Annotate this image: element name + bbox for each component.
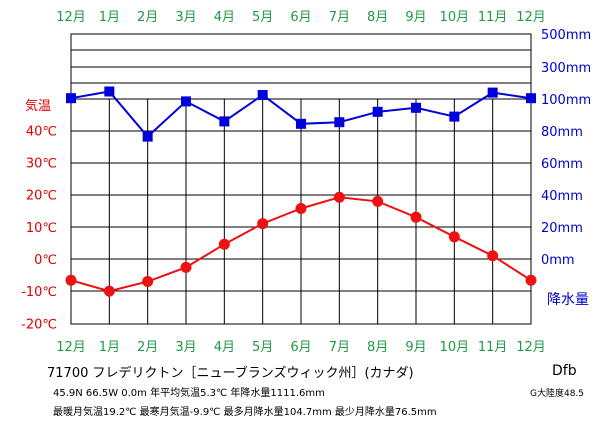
temp-axis-title: 気温 <box>25 98 51 114</box>
precip-tick-label: 60mm <box>541 157 583 172</box>
precipitation-point <box>449 111 460 122</box>
month-label-top: 1月 <box>99 10 120 25</box>
precip-tick-label: 40mm <box>541 189 583 204</box>
month-label-bottom: 6月 <box>290 340 311 355</box>
temperature-point <box>525 274 537 286</box>
precipitation-point <box>142 131 153 142</box>
climate-class: Dfb <box>552 363 577 379</box>
temp-tick-label: 20℃ <box>26 189 57 204</box>
temperature-point <box>487 250 499 262</box>
precipitation-point <box>372 106 383 117</box>
month-label-top: 10月 <box>440 10 470 25</box>
precip-tick-label: 80mm <box>541 125 583 140</box>
month-label-bottom: 12月 <box>516 340 546 355</box>
temperature-point <box>372 195 384 207</box>
precipitation-point <box>219 116 230 127</box>
precipitation-point <box>296 118 306 129</box>
precipitation-point <box>334 117 345 128</box>
temperature-point <box>65 274 77 286</box>
temperature-point <box>103 285 115 297</box>
precipitation-point <box>104 86 115 97</box>
month-label-top: 12月 <box>516 10 546 25</box>
month-label-top: 4月 <box>214 10 235 25</box>
month-label-bottom: 9月 <box>405 340 426 355</box>
station-title: 71700 フレデリクトン［ニューブランズウィック州］(カナダ) <box>47 366 414 381</box>
month-label-bottom: 3月 <box>175 340 196 355</box>
temp-tick-label: 10℃ <box>26 221 57 236</box>
month-label-bottom: 8月 <box>367 340 388 355</box>
month-label-bottom: 4月 <box>214 340 235 355</box>
precip-tick-label: 0mm <box>541 253 575 268</box>
temperature-point <box>333 191 345 203</box>
station-info-line1: 45.9N 66.5W 0.0m 年平均気温5.3℃ 年降水量1111.6mm <box>53 388 325 399</box>
temp-tick-label: 40℃ <box>26 124 57 139</box>
temperature-point <box>410 211 422 223</box>
precipitation-point <box>411 102 421 113</box>
month-label-top: 11月 <box>478 10 508 25</box>
month-label-top: 5月 <box>252 10 273 25</box>
month-label-top: 3月 <box>175 10 196 25</box>
precip-tick-label: 100mm <box>541 93 591 108</box>
temp-tick-label: -20℃ <box>21 317 57 332</box>
precip-tick-label: 500mm <box>541 28 591 43</box>
precip-tick-label: 20mm <box>541 221 583 236</box>
temperature-point <box>180 261 192 273</box>
month-label-bottom: 10月 <box>440 340 470 355</box>
temperature-point <box>295 202 307 214</box>
temperature-point <box>448 231 460 243</box>
month-label-bottom: 2月 <box>137 340 158 355</box>
month-label-bottom: 1月 <box>99 340 120 355</box>
month-label-bottom: 5月 <box>252 340 273 355</box>
temp-tick-label: -10℃ <box>21 285 57 300</box>
month-label-top: 8月 <box>367 10 388 25</box>
month-label-top: 12月 <box>56 10 86 25</box>
month-label-bottom: 7月 <box>329 340 350 355</box>
temperature-point <box>218 238 230 250</box>
month-label-bottom: 11月 <box>478 340 508 355</box>
precip-tick-label: 300mm <box>541 61 591 76</box>
temp-tick-label: 0℃ <box>34 253 57 268</box>
temperature-point <box>142 276 154 288</box>
temp-tick-label: 30℃ <box>26 157 57 172</box>
month-label-top: 7月 <box>329 10 350 25</box>
month-label-top: 2月 <box>137 10 158 25</box>
month-label-top: 6月 <box>290 10 311 25</box>
precipitation-point <box>181 96 191 107</box>
precipitation-point <box>66 93 76 104</box>
precipitation-point <box>526 93 536 104</box>
temperature-point <box>257 218 269 230</box>
month-label-top: 9月 <box>405 10 426 25</box>
month-label-bottom: 12月 <box>56 340 86 355</box>
precipitation-point <box>257 90 268 100</box>
precipitation-point <box>487 87 498 98</box>
continentality: G大陸度48.5 <box>530 389 585 399</box>
station-info-line2: 最暖月気温19.2℃ 最寒月気温-9.9℃ 最多月降水量104.7mm 最少月降… <box>53 407 437 418</box>
precip-axis-title: 降水量 <box>547 292 589 308</box>
